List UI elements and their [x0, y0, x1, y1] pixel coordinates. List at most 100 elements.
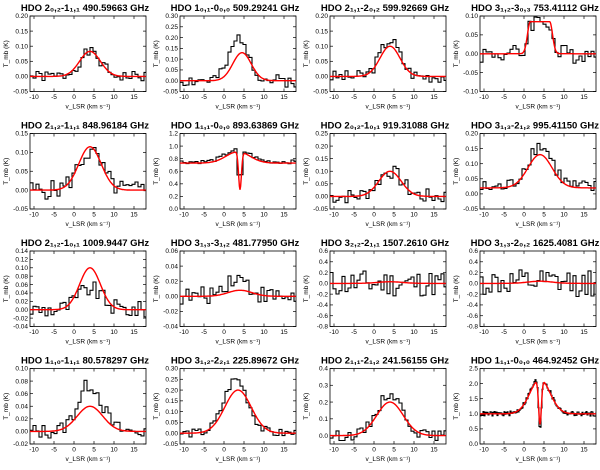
x-tick-label: 5	[542, 329, 546, 336]
y-tick-label: 0.2	[319, 270, 328, 277]
y-tick-label: -0.05	[313, 206, 328, 213]
x-tick-label: 10	[110, 447, 118, 454]
observed-spectrum-line	[330, 270, 446, 297]
observed-spectrum-line	[330, 393, 446, 442]
y-tick-label: 0.20	[315, 13, 328, 20]
y-tick-label: 0.00	[315, 74, 328, 81]
y-axis-label: T_mb (K)	[153, 40, 160, 67]
y-tick-label: 0.05	[165, 67, 178, 74]
model-spectrum-line	[330, 45, 446, 78]
x-tick-label: 10	[560, 94, 568, 101]
y-tick-label: 1.0	[169, 143, 178, 150]
x-tick-label: -5	[201, 329, 207, 336]
model-spectrum-line	[180, 151, 296, 190]
y-tick-label: 0.0	[469, 281, 478, 288]
y-tick-label: 0.10	[15, 366, 28, 373]
y-tick-label: -0.8	[317, 324, 329, 331]
y-tick-label: 2.5	[469, 366, 478, 373]
x-axis-label: v_LSR (km s⁻¹)	[66, 104, 111, 111]
y-tick-label: -0.02	[163, 309, 178, 316]
x-tick-label: 5	[542, 94, 546, 101]
y-tick-label: 0.4	[469, 259, 478, 266]
y-tick-label: 0.15	[465, 146, 478, 153]
observed-spectrum-line	[180, 34, 296, 88]
x-tick-label: -5	[501, 447, 507, 454]
plot-frame	[329, 15, 447, 92]
panel-title: HDO 3₁,₃-2₀,₂ 1625.4081 GHz	[471, 238, 600, 249]
x-tick-label: 5	[92, 94, 96, 101]
x-tick-label: 10	[260, 447, 268, 454]
y-tick-label: 1.2	[169, 131, 178, 138]
y-tick-label: 0.15	[15, 28, 28, 35]
y-tick-label: 0.20	[165, 35, 178, 42]
y-tick-label: 0.00	[15, 307, 28, 314]
y-tick-label: 0.14	[15, 248, 28, 255]
y-tick-label: 0.10	[165, 409, 178, 416]
y-tick-label: 0.02	[15, 299, 28, 306]
x-tick-label: -10	[479, 212, 489, 219]
x-tick-label: -5	[351, 94, 357, 101]
observed-spectrum-line	[480, 142, 596, 191]
panel-7: HDO 2₀,₂-1₀,₁ 919.31088 GHz -10 -5 0 5 10 15 -0…	[303, 121, 450, 229]
y-tick-label: -0.6	[467, 313, 479, 320]
x-axis-label: v_LSR (km s⁻¹)	[516, 339, 561, 346]
y-tick-label: 0.04	[15, 403, 28, 410]
y-tick-label: 0.15	[315, 156, 328, 163]
y-tick-label: 0.10	[15, 150, 28, 157]
y-tick-label: 0.05	[165, 420, 178, 427]
model-spectrum-line	[330, 401, 446, 437]
x-tick-label: -10	[479, 94, 489, 101]
y-tick-label: -0.04	[13, 324, 28, 331]
y-tick-label: 0.6	[469, 248, 478, 255]
y-tick-label: 0.05	[465, 32, 478, 39]
panel-title: HDO 3₂,₂-2₁,₁ 1507.2610 GHz	[321, 238, 449, 249]
panel-title: HDO 3₁,₂-3₀,₃ 753.41112 GHz	[471, 3, 599, 14]
x-tick-label: 0	[72, 212, 76, 219]
y-axis-label: T_mb (K)	[153, 393, 160, 420]
x-tick-label: -5	[201, 94, 207, 101]
y-tick-label: 0.1	[319, 416, 328, 423]
y-tick-label: 0.04	[15, 290, 28, 297]
x-tick-label: -5	[51, 447, 57, 454]
y-tick-label: 0.0	[169, 206, 178, 213]
y-axis-label: T_mb (K)	[3, 158, 10, 185]
x-axis-label: v_LSR (km s⁻¹)	[216, 456, 261, 463]
y-tick-label: -0.6	[317, 313, 329, 320]
panel-15: HDO 2₁,₁-2₁,₂ 241.56155 GHz -10 -5 0 5 10 15 0.…	[303, 356, 449, 464]
y-axis-label: T_mb (K)	[453, 275, 460, 302]
model-spectrum-line	[480, 280, 596, 285]
y-tick-label: -0.2	[467, 291, 479, 298]
y-axis-label: T_mb (K)	[3, 275, 10, 302]
plot-frame	[179, 15, 297, 92]
x-tick-label: 15	[280, 94, 288, 101]
y-tick-label: 0.05	[15, 168, 28, 175]
y-tick-label: 0.6	[319, 248, 328, 255]
observed-spectrum-line	[330, 39, 446, 83]
x-tick-label: 0	[522, 212, 526, 219]
x-tick-label: -5	[351, 447, 357, 454]
y-tick-label: -0.05	[313, 89, 328, 96]
plot-frame	[29, 133, 147, 210]
plot-frame	[179, 368, 297, 445]
y-tick-label: 0.00	[15, 74, 28, 81]
x-tick-label: 0	[522, 329, 526, 336]
x-tick-label: 5	[92, 212, 96, 219]
y-tick-label: -0.8	[467, 324, 479, 331]
x-tick-label: 5	[392, 94, 396, 101]
panel-title: HDO 2₁,₂-1₀,₁ 1009.9447 GHz	[21, 238, 150, 249]
y-axis-label: T_mb (K)	[153, 275, 160, 302]
panel-1: HDO 2₀,₂-1₁,₁ 490.59663 GHz -10 -5 0 5 10 15 -0…	[3, 3, 149, 111]
panel-11: HDO 3₂,₂-2₁,₁ 1507.2610 GHz -10 -5 0 5 10 15 -0…	[303, 238, 449, 346]
y-tick-label: 0.25	[165, 24, 178, 31]
y-tick-label: -0.4	[317, 302, 329, 309]
y-tick-label: -0.05	[13, 89, 28, 96]
y-tick-label: 0.4	[319, 366, 328, 373]
x-tick-label: 0	[72, 94, 76, 101]
y-tick-label: 0.00	[465, 191, 478, 198]
y-tick-label: 0.05	[465, 176, 478, 183]
panel-title: HDO 2₀,₂-1₁,₁ 490.59663 GHz	[21, 3, 150, 14]
x-tick-label: 15	[130, 447, 138, 454]
x-axis-label: v_LSR (km s⁻¹)	[516, 104, 561, 111]
panel-5: HDO 2₁,₂-1₁,₁ 848.96184 GHz -10 -5 0 5 10 15 -0…	[3, 121, 149, 229]
panel-3: HDO 2₁,₁-2₀,₂ 599.92669 GHz -10 -5 0 5 10 15 -0…	[303, 3, 449, 111]
